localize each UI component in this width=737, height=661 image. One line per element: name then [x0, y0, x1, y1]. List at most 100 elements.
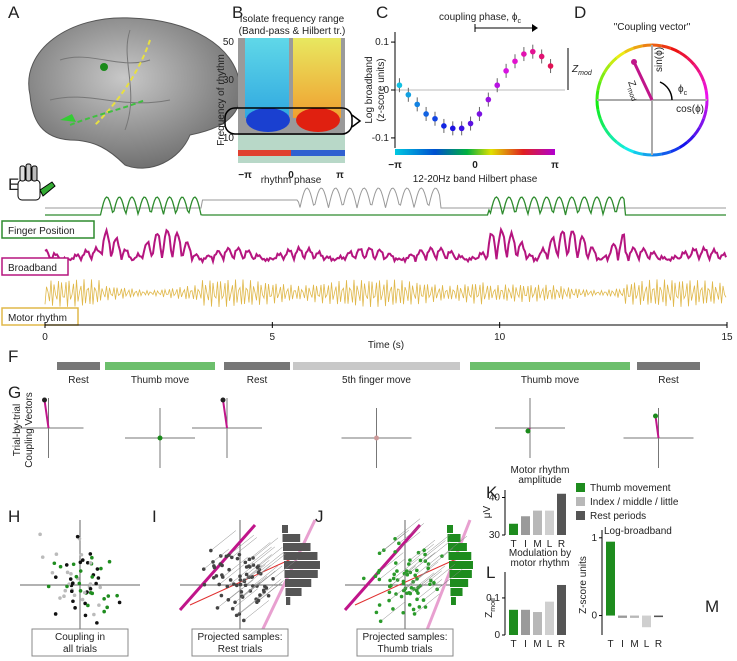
label: 0.1	[486, 593, 500, 604]
bar	[654, 615, 663, 618]
sample	[58, 564, 63, 569]
projection	[246, 546, 272, 568]
sample	[71, 581, 75, 585]
projection	[379, 559, 405, 580]
point	[414, 101, 421, 108]
point	[396, 82, 403, 89]
sample	[402, 571, 407, 576]
sample	[102, 597, 106, 601]
sample	[411, 580, 415, 584]
phase-arc	[678, 140, 689, 149]
sample	[202, 582, 207, 587]
caption-box	[356, 628, 454, 657]
label-sub: mod	[578, 70, 593, 77]
label: R	[655, 639, 662, 650]
phase-arc	[632, 150, 643, 156]
heatmap	[224, 38, 362, 163]
sample	[90, 591, 95, 596]
sample	[412, 612, 417, 616]
phase-arc	[595, 99, 600, 110]
sample	[415, 577, 419, 581]
sample	[397, 541, 401, 546]
histogram-bar	[448, 543, 467, 551]
sample	[234, 613, 239, 618]
vector-tip	[157, 435, 163, 441]
phase-arc	[615, 51, 626, 60]
broadband-trace	[44, 226, 727, 266]
label: Log-broadband	[604, 526, 672, 537]
histogram-bar	[450, 579, 469, 587]
panel-letter: G	[8, 383, 21, 402]
bar	[642, 615, 651, 628]
bar	[533, 612, 542, 635]
sample	[95, 567, 100, 571]
point	[521, 51, 527, 57]
phase-arc	[596, 109, 602, 120]
label: Thumb trials	[377, 644, 432, 655]
label: "Coupling vector"	[614, 22, 691, 33]
projection	[395, 531, 421, 553]
sample	[90, 575, 95, 579]
sample	[377, 568, 382, 573]
sample	[38, 532, 42, 537]
sample	[255, 565, 260, 570]
sample	[95, 621, 99, 625]
label: R	[558, 539, 565, 550]
arrowhead	[532, 24, 538, 32]
condition-bar	[105, 362, 215, 370]
label: 1	[591, 533, 597, 544]
label: sin(ϕ)	[654, 47, 665, 72]
sample	[228, 578, 233, 582]
point	[494, 82, 501, 89]
sample	[415, 568, 419, 573]
sample	[211, 575, 216, 580]
phase-arc	[702, 80, 708, 91]
projection	[217, 587, 243, 609]
label: Thumb move	[521, 375, 580, 386]
other-finger-trace	[45, 187, 726, 209]
projection	[414, 593, 440, 615]
histogram-bar	[283, 552, 318, 560]
label: Zmod	[623, 79, 642, 102]
phase-arc	[598, 71, 606, 82]
label: rhythm phase	[261, 175, 322, 186]
sample	[63, 588, 68, 593]
label: (z-score units)	[376, 58, 387, 121]
sample	[80, 597, 85, 602]
sample	[62, 594, 66, 598]
sample	[214, 574, 219, 578]
sample	[240, 594, 244, 599]
finger-trace	[45, 196, 726, 217]
label: L	[547, 639, 553, 650]
phase-arc	[698, 71, 706, 82]
panel-letter: L	[486, 563, 495, 582]
phase-arc	[686, 134, 696, 144]
sample	[92, 612, 96, 617]
phase-arc	[692, 126, 701, 137]
sample	[388, 578, 392, 583]
histogram-bar	[449, 561, 473, 569]
label: Projected samples:	[197, 632, 282, 643]
label: Rest trials	[218, 644, 262, 655]
sample	[399, 594, 404, 599]
panel-letter: E	[8, 175, 19, 194]
phase-arc	[651, 152, 662, 157]
sample	[96, 576, 101, 580]
phi-arc	[659, 81, 673, 101]
projection	[249, 546, 275, 568]
sample	[58, 596, 62, 600]
projection	[416, 570, 442, 591]
sample	[391, 576, 396, 581]
projection	[420, 540, 446, 561]
projection	[256, 582, 283, 603]
vector-tip	[374, 435, 379, 441]
label: I	[621, 639, 624, 650]
sample	[237, 612, 242, 616]
histogram-bar	[447, 534, 461, 542]
sample	[217, 582, 221, 587]
sample	[94, 581, 98, 586]
projection	[241, 576, 268, 597]
label: amplitude	[518, 475, 562, 486]
projection	[408, 572, 435, 593]
sample	[408, 558, 412, 562]
